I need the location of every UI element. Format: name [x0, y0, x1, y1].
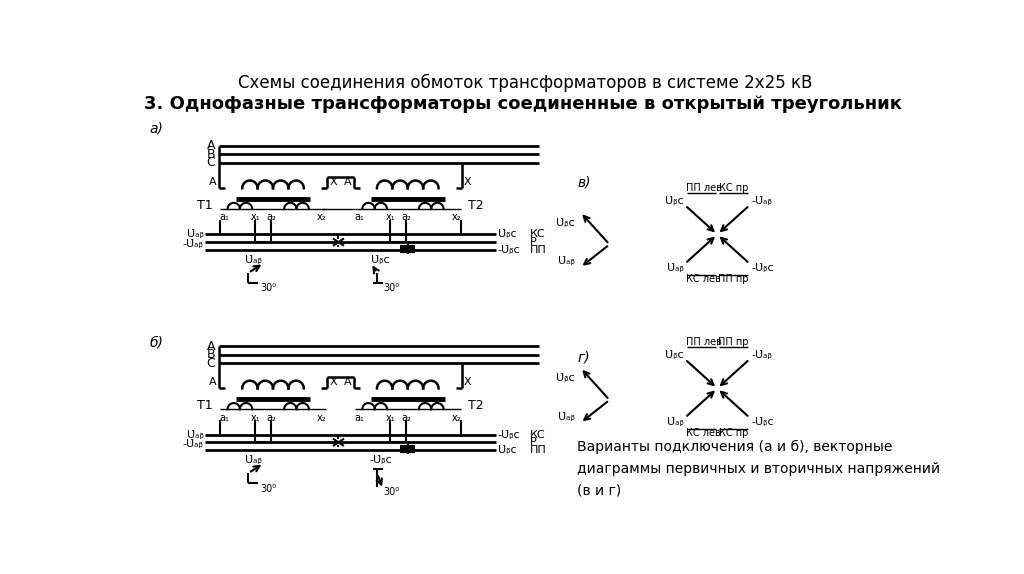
Text: a₂: a₂	[266, 413, 276, 422]
Text: x₁: x₁	[385, 212, 395, 223]
Text: Варианты подключения (а и б), векторные
диаграммы первичных и вторичных напряжен: Варианты подключения (а и б), векторные …	[578, 440, 940, 498]
Text: -U̇ₐᵦ: -U̇ₐᵦ	[752, 350, 772, 359]
Text: U̇ₐᵦ: U̇ₐᵦ	[246, 455, 262, 465]
Text: x₂: x₂	[452, 413, 461, 422]
Text: x₂: x₂	[316, 413, 327, 422]
Text: 30⁰: 30⁰	[260, 483, 276, 494]
Text: -U̇ᵦс: -U̇ᵦс	[498, 245, 520, 255]
Text: A: A	[207, 340, 215, 352]
Text: КС пр: КС пр	[719, 428, 749, 438]
Text: 3. Однофазные трансформаторы соединенные в открытый треугольник: 3. Однофазные трансформаторы соединенные…	[144, 95, 902, 113]
Text: B: B	[207, 348, 215, 361]
Text: U̇ₐᵦ: U̇ₐᵦ	[558, 257, 574, 266]
Text: x₁: x₁	[251, 413, 260, 422]
Text: -U̇ᵦс: -U̇ᵦс	[498, 429, 520, 440]
Text: A: A	[344, 377, 351, 387]
Text: -U̇ᵦс: -U̇ᵦс	[370, 455, 392, 465]
Text: Р: Р	[529, 237, 537, 247]
Text: КС лев: КС лев	[686, 274, 721, 284]
Text: U̇ᵦс: U̇ᵦс	[372, 255, 390, 265]
Text: T1: T1	[198, 199, 213, 212]
Text: U̇ₐᵦ: U̇ₐᵦ	[667, 263, 683, 273]
Text: T1: T1	[198, 399, 213, 412]
Text: -U̇ₐᵦ: -U̇ₐᵦ	[183, 239, 204, 249]
Text: Р: Р	[529, 437, 537, 447]
Text: -U̇ᵦс: -U̇ᵦс	[752, 417, 774, 427]
Text: x₂: x₂	[452, 212, 461, 223]
Text: C: C	[207, 356, 215, 370]
Text: T2: T2	[468, 399, 483, 412]
Text: U̇ₐᵦ: U̇ₐᵦ	[667, 417, 683, 427]
Text: 30⁰: 30⁰	[260, 284, 276, 293]
Text: КС лев: КС лев	[686, 428, 721, 438]
Text: КС: КС	[529, 429, 545, 440]
Text: ПП: ПП	[529, 245, 546, 255]
Text: ПП пр: ПП пр	[718, 274, 749, 284]
Text: a₁: a₁	[354, 413, 365, 422]
Text: 30⁰: 30⁰	[383, 284, 399, 293]
Text: U̇ᵦс: U̇ᵦс	[498, 230, 516, 239]
Text: КС: КС	[529, 230, 545, 239]
Text: г): г)	[578, 351, 590, 364]
Text: x₁: x₁	[251, 212, 260, 223]
Text: -U̇ₐᵦ: -U̇ₐᵦ	[183, 439, 204, 449]
Text: в): в)	[578, 176, 591, 190]
Text: U̇ₐᵦ: U̇ₐᵦ	[246, 255, 262, 265]
Text: U̇ₐᵦ: U̇ₐᵦ	[186, 429, 204, 440]
Text: x₂: x₂	[316, 212, 327, 223]
Text: x₁: x₁	[385, 413, 395, 422]
Text: U̇ᵦс: U̇ᵦс	[665, 350, 683, 359]
Text: a₂: a₂	[266, 212, 276, 223]
Text: a₂: a₂	[401, 413, 412, 422]
Text: a₁: a₁	[219, 413, 229, 422]
Text: б): б)	[150, 335, 164, 349]
Text: а): а)	[150, 121, 164, 135]
Text: U̇ᵦс: U̇ᵦс	[498, 445, 516, 455]
Text: U̇ᵦс: U̇ᵦс	[556, 374, 574, 383]
Text: X: X	[464, 377, 472, 387]
Text: a₁: a₁	[354, 212, 365, 223]
Text: U̇ₐᵦ: U̇ₐᵦ	[186, 230, 204, 239]
Text: A: A	[209, 177, 217, 187]
Text: ПП лев: ПП лев	[686, 183, 722, 193]
Text: U̇ᵦс: U̇ᵦс	[665, 196, 683, 205]
Text: Схемы соединения обмоток трансформаторов в системе 2х25 кВ: Схемы соединения обмоток трансформаторов…	[238, 73, 812, 92]
Text: U̇ᵦс: U̇ᵦс	[556, 218, 574, 228]
Text: A: A	[344, 177, 351, 187]
Text: A: A	[209, 377, 217, 387]
Text: B: B	[207, 148, 215, 161]
Text: A: A	[207, 139, 215, 152]
Text: КС пр: КС пр	[719, 183, 749, 193]
Text: ПП лев: ПП лев	[686, 338, 722, 347]
Text: -U̇ᵦс: -U̇ᵦс	[752, 263, 774, 273]
Text: X: X	[330, 377, 337, 387]
Text: X: X	[464, 177, 472, 187]
Text: -U̇ₐᵦ: -U̇ₐᵦ	[752, 196, 772, 205]
Text: a₂: a₂	[401, 212, 412, 223]
Text: a₁: a₁	[219, 212, 229, 223]
Text: C: C	[207, 156, 215, 169]
Text: T2: T2	[468, 199, 483, 212]
Text: ПП пр: ПП пр	[718, 338, 749, 347]
Text: X: X	[330, 177, 337, 187]
Text: ПП: ПП	[529, 445, 546, 455]
Text: 30⁰: 30⁰	[383, 487, 399, 498]
Text: U̇ₐᵦ: U̇ₐᵦ	[558, 412, 574, 422]
